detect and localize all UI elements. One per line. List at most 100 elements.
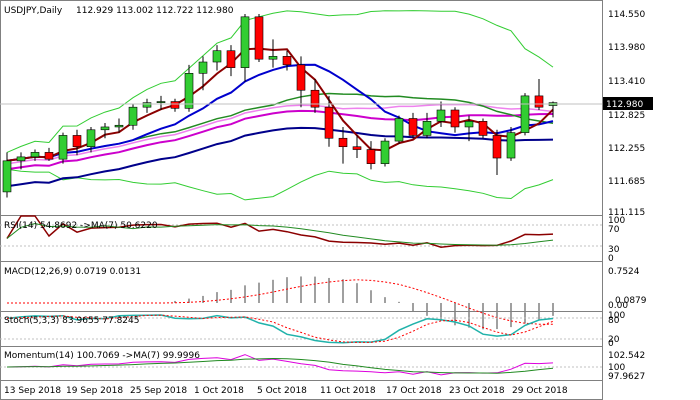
rsi-panel[interactable]: RSI(14) 54.8692 ->MA(7) 50.6220 100 70 3…: [0, 215, 625, 264]
indicator-lines: [6, 10, 554, 201]
candle-body: [128, 106, 138, 126]
candle[interactable]: [16, 152, 26, 170]
candle-body: [324, 106, 334, 139]
date-tick: 19 Sep 2018: [66, 386, 123, 396]
rsi-tick: 30: [608, 245, 620, 255]
macd-histogram: [174, 276, 554, 330]
candle[interactable]: [534, 78, 544, 111]
price-tick: 112.825: [608, 111, 645, 121]
macd-tick: 0.7524: [608, 267, 640, 277]
candle[interactable]: [198, 56, 208, 91]
candle[interactable]: [86, 126, 96, 153]
macd-panel[interactable]: MACD(12,26,9) 0.0719 0.0131 0.7524 0.087…: [4, 267, 647, 330]
bollinger-upper-line: [6, 10, 554, 153]
chart-symbol: USDJPY,Daily: [4, 6, 63, 16]
candle[interactable]: [282, 50, 292, 71]
candle[interactable]: [114, 118, 124, 133]
candle-body: [58, 135, 68, 160]
candle[interactable]: [212, 45, 222, 71]
candle[interactable]: [100, 123, 110, 139]
date-tick: 17 Oct 2018: [386, 386, 442, 396]
date-tick: 5 Oct 2018: [257, 386, 307, 396]
rsi-tick: 0: [608, 254, 614, 264]
candle-body: [184, 73, 194, 109]
candles-group[interactable]: [2, 14, 558, 198]
candle[interactable]: [450, 107, 460, 133]
candle[interactable]: [226, 45, 236, 77]
candle[interactable]: [520, 93, 530, 136]
candle-body: [352, 146, 362, 150]
candle-body: [408, 118, 418, 136]
ma-long-line: [6, 126, 554, 188]
candle-body: [86, 129, 96, 148]
candle[interactable]: [492, 129, 502, 175]
date-tick: 1 Oct 2018: [194, 386, 244, 396]
macd-title: MACD(12,26,9) 0.0719 0.0131: [4, 267, 141, 277]
candle[interactable]: [310, 78, 320, 113]
candle-body: [450, 109, 460, 128]
candle[interactable]: [464, 115, 474, 142]
candle-body: [212, 50, 222, 63]
candle[interactable]: [72, 129, 82, 156]
candle[interactable]: [408, 112, 418, 139]
macd-tick: 0.00: [608, 301, 628, 311]
candle-body: [268, 56, 278, 60]
candle[interactable]: [366, 141, 376, 170]
candle-body: [30, 152, 40, 158]
candle[interactable]: [156, 95, 166, 111]
candle-body: [534, 95, 544, 108]
candle-body: [380, 140, 390, 164]
candle[interactable]: [30, 149, 40, 161]
candle[interactable]: [422, 112, 432, 139]
candle[interactable]: [436, 101, 446, 127]
candle[interactable]: [506, 126, 516, 161]
candle-body: [282, 56, 292, 66]
candle[interactable]: [58, 132, 68, 164]
rsi-line: [6, 215, 554, 248]
candle[interactable]: [184, 64, 194, 112]
stoch-panel[interactable]: Stoch(5,3,3) 83.9655 77.8245 100 80 20 0: [0, 311, 625, 349]
candle-body: [100, 126, 110, 131]
candle[interactable]: [268, 39, 278, 68]
stoch-tick: 0: [608, 339, 614, 349]
macd-tick: 0.0879: [615, 296, 647, 306]
candle[interactable]: [380, 138, 390, 167]
candle[interactable]: [254, 14, 264, 63]
rsi-title: RSI(14) 54.8692 ->MA(7) 50.6220: [4, 221, 158, 231]
date-tick: 25 Sep 2018: [130, 386, 187, 396]
candle-body: [226, 50, 236, 68]
current-price-label: 112.980: [606, 100, 643, 110]
bollinger-lower-line: [6, 168, 554, 201]
stoch-title: Stoch(5,3,3) 83.9655 77.8245: [4, 316, 139, 326]
candle-body: [2, 160, 12, 193]
candle[interactable]: [352, 135, 362, 159]
candle-body: [170, 101, 180, 109]
date-tick: 11 Oct 2018: [320, 386, 376, 396]
candle[interactable]: [142, 98, 152, 113]
rsi-ma-line: [6, 222, 554, 246]
candle-body: [422, 121, 432, 136]
candle[interactable]: [296, 56, 306, 108]
candle[interactable]: [170, 98, 180, 112]
candle[interactable]: [2, 152, 12, 198]
ma-pink-line: [6, 103, 554, 165]
price-tick: 111.685: [608, 177, 645, 187]
candle-body: [156, 101, 166, 103]
momentum-tick: 97.9627: [608, 372, 645, 382]
price-tick: 112.255: [608, 144, 645, 154]
candle[interactable]: [394, 115, 404, 144]
candle-body: [296, 64, 306, 91]
candle[interactable]: [128, 104, 138, 130]
candle[interactable]: [44, 147, 54, 161]
date-tick: 23 Oct 2018: [449, 386, 505, 396]
candle[interactable]: [240, 14, 250, 82]
candle-body: [72, 135, 82, 148]
momentum-panel[interactable]: Momentum(14) 100.7069 ->MA(7) 99.9996 10…: [0, 351, 645, 382]
candle[interactable]: [478, 118, 488, 139]
candle[interactable]: [338, 126, 348, 164]
candle-body: [478, 121, 488, 136]
candle-body: [44, 152, 54, 160]
ma-magenta-line: [6, 109, 554, 171]
